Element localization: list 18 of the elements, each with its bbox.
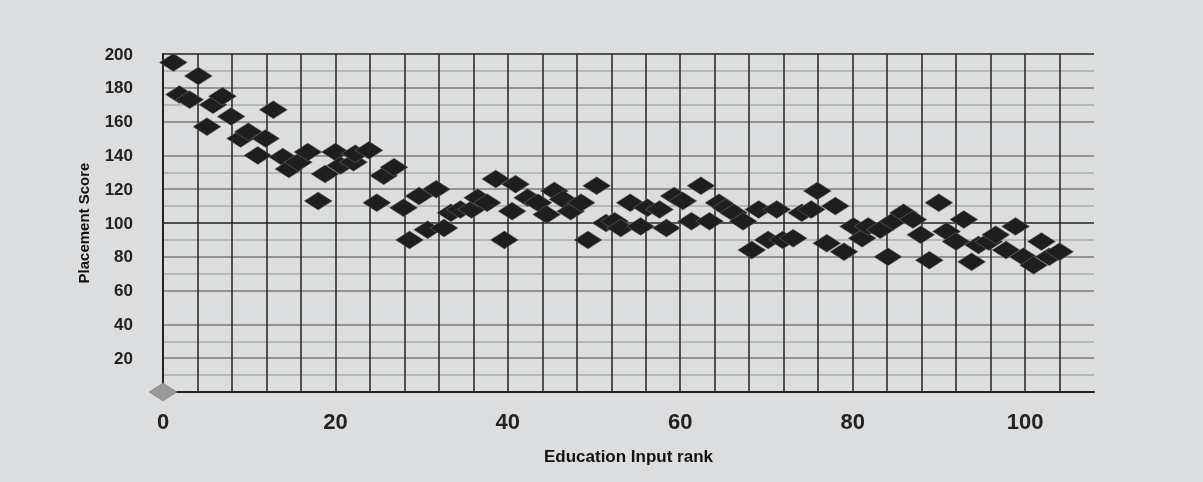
y-tick-label: 20 (114, 348, 133, 368)
x-axis-title: Education Input rank (543, 447, 714, 466)
x-tick-label: 100 (1006, 408, 1044, 434)
y-tick-label: 160 (104, 112, 133, 132)
y-axis-title: Placement Score (75, 162, 92, 284)
y-tick-label: 80 (114, 247, 133, 267)
x-tick-label: 60 (667, 408, 693, 434)
y-tick-label: 40 (114, 314, 133, 334)
x-tick-label: 40 (495, 408, 521, 434)
x-tick-label: 80 (840, 408, 865, 434)
x-tick-label: 0 (156, 408, 170, 434)
y-tick-label: 120 (104, 179, 133, 199)
y-tick-label: 200 (104, 44, 133, 64)
y-tick-label: 140 (104, 145, 133, 165)
y-tick-label: 180 (104, 78, 133, 98)
y-tick-label: 60 (114, 281, 133, 301)
x-tick-label: 20 (323, 408, 348, 434)
y-tick-label: 100 (104, 213, 133, 233)
